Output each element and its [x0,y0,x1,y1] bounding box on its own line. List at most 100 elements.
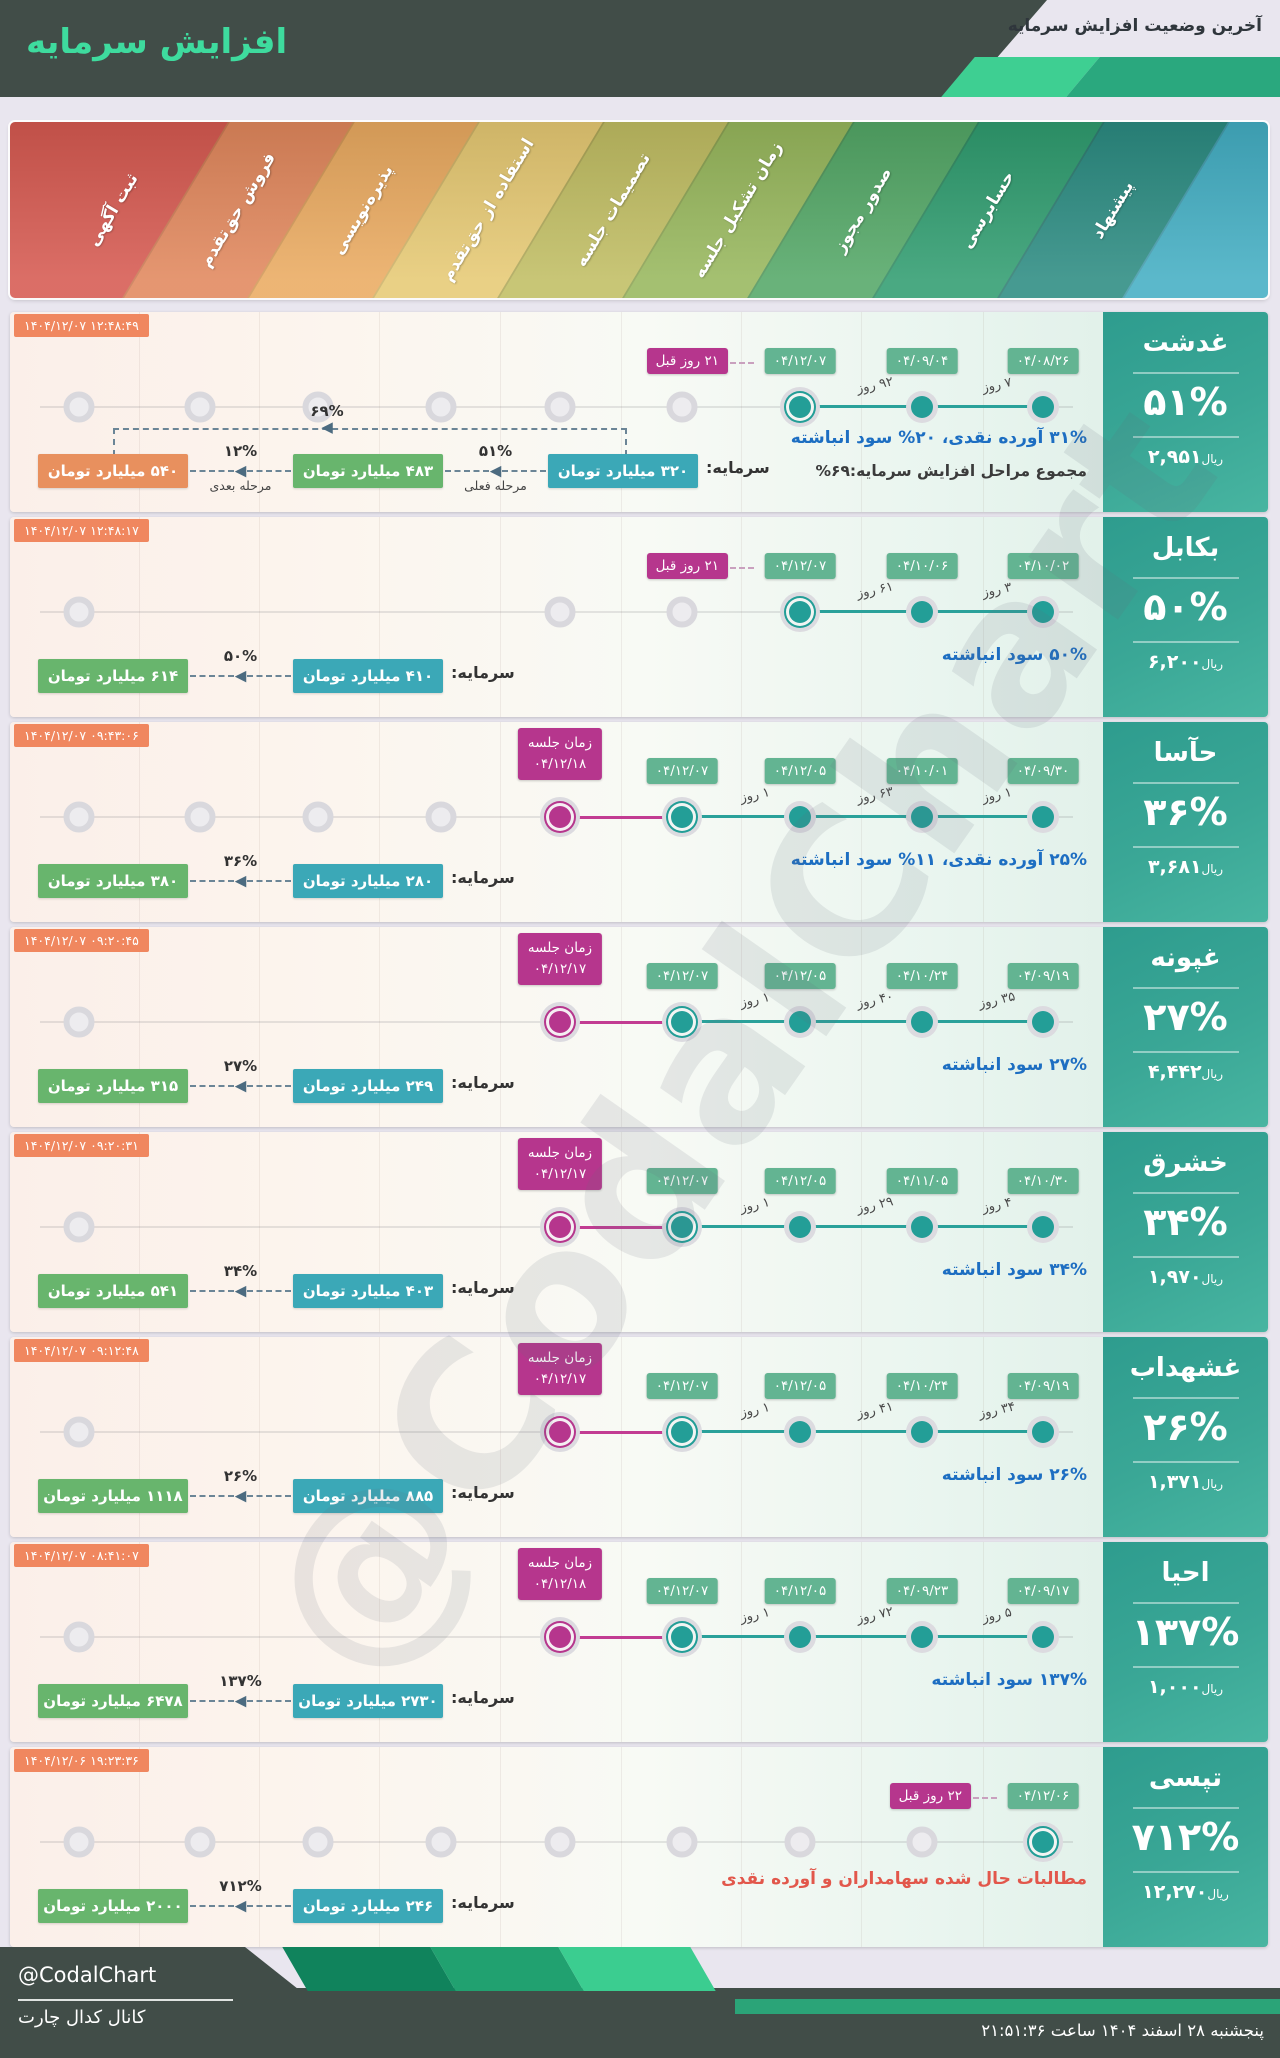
grid-line [621,722,622,922]
company-price: ۶,۲۰۰ریال [1103,651,1268,673]
gap-label: ۱ روز [738,1195,772,1216]
capital-arrow-percent: ۵۰% [223,647,258,665]
arrow-left-icon: ◀ [234,1076,247,1095]
capital-base-box: ۲۴۶ میلیارد تومان [293,1889,443,1923]
capital-arrow: ۳۶% ◀ [188,842,293,920]
meeting-badge: زمان جلسه ۰۴/۱۲/۱۷ [517,1138,603,1190]
company-card: خشرق ۳۴% ۱,۹۷۰ریال [1103,1132,1268,1332]
grid-line [861,312,862,512]
grid-line [379,722,380,922]
company-card: احیا ۱۳۷% ۱,۰۰۰ریال [1103,1542,1268,1742]
stage-dot-pending [425,801,457,833]
stage-dot-pending [666,596,698,628]
dashed-line [190,470,291,472]
meeting-badge-label: زمان جلسه [527,1555,593,1571]
grid-line [259,1337,260,1537]
total-percent: ۶۹% [310,402,344,420]
price-unit: ریال [1201,656,1224,671]
date-badge: ۰۴/۰۹/۳۰ [1007,758,1079,784]
grid-line [983,517,984,717]
stage-dot-meeting [549,1626,571,1648]
capital-chain: ۶۴۷۸ میلیارد تومان ۱۳۷% ◀ ۲۷۳۰ میلیارد توما… [38,1662,515,1740]
price-unit: ریال [1201,1476,1224,1491]
company-symbol: غپونه [1150,943,1221,973]
timeline-panel: ۱۴۰۴/۱۲/۰۷ ۰۹:۲۰:۳۱ ۰۴/۱۰/۳۰ ۰۴/۱۱/۰۵ ۰۴/۱۲… [10,1132,1103,1332]
date-badge: ۰۴/۰۸/۲۶ [1007,348,1079,374]
capital-value-box: ۴۸۳ میلیارد تومان [293,454,443,488]
grid-line [259,1747,260,1947]
dashed-line [190,880,291,882]
stage-dot-pending [63,1211,95,1243]
grid-line [621,1337,622,1537]
meeting-badge-label: زمان جلسه [527,735,593,751]
meeting-badge: زمان جلسه ۰۴/۱۲/۱۸ [517,728,603,780]
capital-base-box: ۳۲۰ میلیارد تومان [548,454,698,488]
company-row-غپونه: ۱۴۰۴/۱۲/۰۷ ۰۹:۲۰:۴۵ ۰۴/۰۹/۱۹ ۰۴/۱۰/۲۴ ۰۴/۱۲… [10,927,1268,1127]
stage-dot-pending [63,1416,95,1448]
company-card: غپونه ۲۷% ۴,۴۴۲ریال [1103,927,1268,1127]
stage-dot-done [1032,1421,1054,1443]
timeline-line [682,1635,1043,1638]
company-symbol: خشرق [1143,1148,1228,1178]
stage-dot-pending [63,1006,95,1038]
stage-dot-done [789,1626,811,1648]
arrow-left-icon: ◀ [234,1281,247,1300]
meeting-badge-label: زمان جلسه [527,940,593,956]
company-percent: ۳۴% [1143,1200,1228,1244]
grid-line [379,1542,380,1742]
price-unit: ریال [1201,861,1224,876]
stage-dot-pending [425,391,457,423]
stage-dot-done [1032,806,1054,828]
capital-value-box: ۱۱۱۸ میلیارد تومان [38,1479,188,1513]
date-badge: ۰۴/۱۰/۰۲ [1007,553,1079,579]
date-badge: ۰۴/۱۲/۰۵ [764,1168,836,1194]
company-percent: ۲۶% [1143,1405,1228,1449]
stage-dot-current [789,601,811,623]
grid-line [621,312,622,512]
company-percent: ۷۱۲% [1131,1815,1240,1859]
capital-label: سرمایه: [451,1278,515,1297]
stage-dot-pending [63,391,95,423]
date-badge: ۰۴/۰۹/۱۹ [1007,963,1079,989]
timestamp-badge: ۱۴۰۴/۱۲/۰۷ ۱۲:۴۸:۱۷ [14,519,149,542]
meeting-line [560,1636,682,1639]
note-connector [730,567,754,569]
company-percent: ۲۷% [1143,995,1228,1039]
gap-label: ۳ روز [980,580,1013,601]
company-price: ۱,۰۰۰ریال [1103,1676,1268,1698]
footer-datetime: پنجشنبه ۲۸ اسفند ۱۴۰۴ ساعت ۲۱:۵۱:۳۶ [981,2021,1264,2040]
date-badge: ۰۴/۱۲/۰۷ [764,553,836,579]
stage-dot-done [911,1011,933,1033]
capital-arrow-percent: ۲۶% [223,1467,258,1485]
company-price: ۴,۴۴۲ریال [1103,1061,1268,1083]
gap-label: ۱ روز [738,785,772,806]
meeting-badge-date: ۰۴/۱۲/۱۷ [533,1370,587,1387]
meeting-line [560,816,682,819]
timeline-line [682,1225,1043,1228]
meeting-badge-date: ۰۴/۱۲/۱۷ [533,960,587,977]
company-price: ۱,۹۷۰ریال [1103,1266,1268,1288]
grid-line [379,1132,380,1332]
timeline-line [682,1020,1043,1023]
stage-dot-pending [63,801,95,833]
meeting-badge: زمان جلسه ۰۴/۱۲/۱۷ [517,933,603,985]
grid-line [861,517,862,717]
grid-line [741,1132,742,1332]
timestamp-badge: ۱۴۰۴/۱۲/۰۷ ۰۹:۱۲:۴۸ [14,1339,149,1362]
capital-chain: ۵۴۰ میلیارد تومان ۱۲% ◀ مرحله بعدی ۴۸۳ میلیا… [38,432,770,510]
stage-dot-done [789,1011,811,1033]
company-card: بکابل ۵۰% ۶,۲۰۰ریال [1103,517,1268,717]
capital-base-box: ۲۴۹ میلیارد تومان [293,1069,443,1103]
stage-dot-done [789,1216,811,1238]
company-symbol: غدشت [1142,328,1229,358]
card-divider [1132,372,1239,374]
grid-line [379,1747,380,1947]
capital-value-box: ۳۱۵ میلیارد تومان [38,1069,188,1103]
capital-arrow-percent: ۱۳۷% [219,1672,262,1690]
company-card: غشهداب ۲۶% ۱,۳۷۱ریال [1103,1337,1268,1537]
capital-arrow: ۲۷% ◀ [188,1047,293,1125]
gap-label: ۱ روز [738,1605,772,1626]
grid-line [500,1337,501,1537]
dashed-line [190,1085,291,1087]
date-badge: ۰۴/۰۹/۰۴ [886,348,958,374]
